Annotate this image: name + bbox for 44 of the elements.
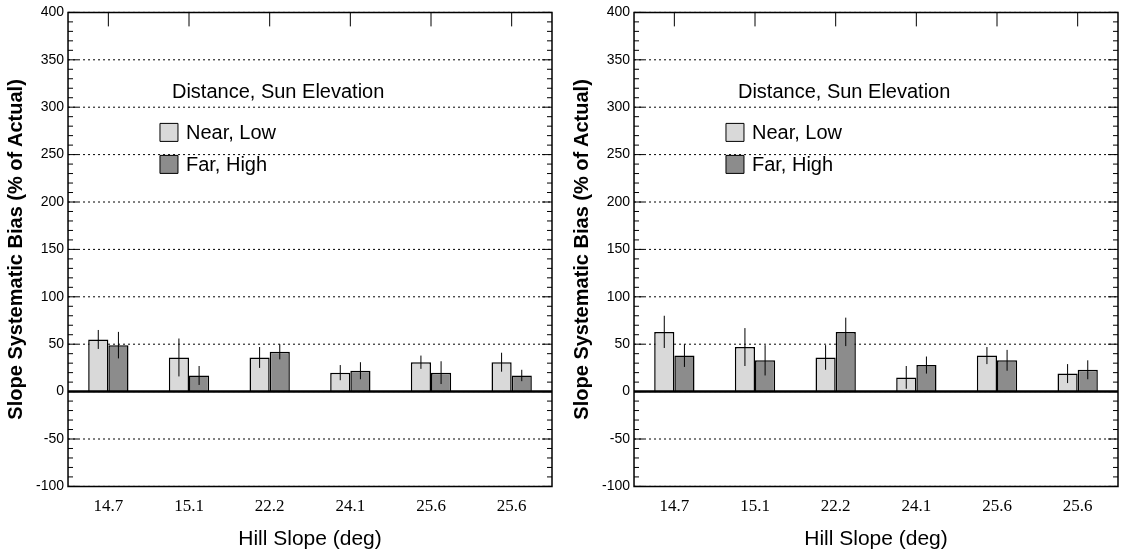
y-tick-label: 150	[606, 240, 631, 257]
x-tick-label: 15.1	[740, 496, 770, 516]
y-tick-label: 0	[622, 382, 631, 399]
y-axis-title: Slope Systematic Bias (% of Actual)	[569, 79, 592, 420]
x-axis-title: Hill Slope (deg)	[804, 526, 948, 550]
x-tick-label: 25.6	[1062, 496, 1093, 516]
x-tick-label: 25.6	[416, 496, 446, 516]
y-tick-label: 350	[40, 50, 65, 67]
y-tick-label: 200	[40, 192, 65, 209]
y-tick-label: -50	[43, 429, 65, 446]
x-tick-label: 15.1	[174, 496, 204, 516]
x-tick-label: 22.2	[820, 496, 851, 516]
y-tick-label: 350	[606, 50, 631, 67]
x-axis-title: Hill Slope (deg)	[238, 526, 382, 550]
legend-label: Far, High	[185, 152, 268, 175]
x-tick-label: 14.7	[93, 496, 124, 516]
y-tick-label: 400	[606, 3, 631, 20]
y-tick-label: 200	[606, 192, 631, 209]
legend-title: Distance, Sun Elevation	[171, 79, 385, 102]
y-tick-label: 250	[40, 145, 65, 162]
x-tick-label: 22.2	[254, 496, 285, 516]
y-axis-title: Slope Systematic Bias (% of Actual)	[3, 79, 26, 420]
y-tick-label: 0	[56, 382, 65, 399]
x-tick-label: 25.6	[496, 496, 527, 516]
y-tick-label: 150	[40, 240, 65, 257]
legend-label: Far, High	[751, 152, 834, 175]
y-tick-label: 250	[606, 145, 631, 162]
y-tick-label: -100	[601, 477, 631, 494]
x-tick-label: 14.7	[659, 496, 690, 516]
legend-title: Distance, Sun Elevation	[737, 79, 951, 102]
legend-label: Near, Low	[185, 120, 277, 143]
y-tick-label: 100	[606, 287, 631, 304]
y-tick-label: 50	[48, 335, 65, 352]
y-tick-label: 400	[40, 3, 65, 20]
x-tick-label: 25.6	[982, 496, 1012, 516]
y-tick-label: 50	[614, 335, 631, 352]
y-tick-label: -100	[35, 477, 65, 494]
legend-label: Near, Low	[751, 120, 843, 143]
x-tick-label: 24.1	[335, 496, 366, 516]
y-tick-label: 300	[40, 98, 65, 115]
y-tick-label: 100	[40, 287, 65, 304]
y-tick-label: 300	[606, 98, 631, 115]
x-tick-label: 24.1	[901, 496, 932, 516]
y-tick-label: -50	[609, 429, 631, 446]
